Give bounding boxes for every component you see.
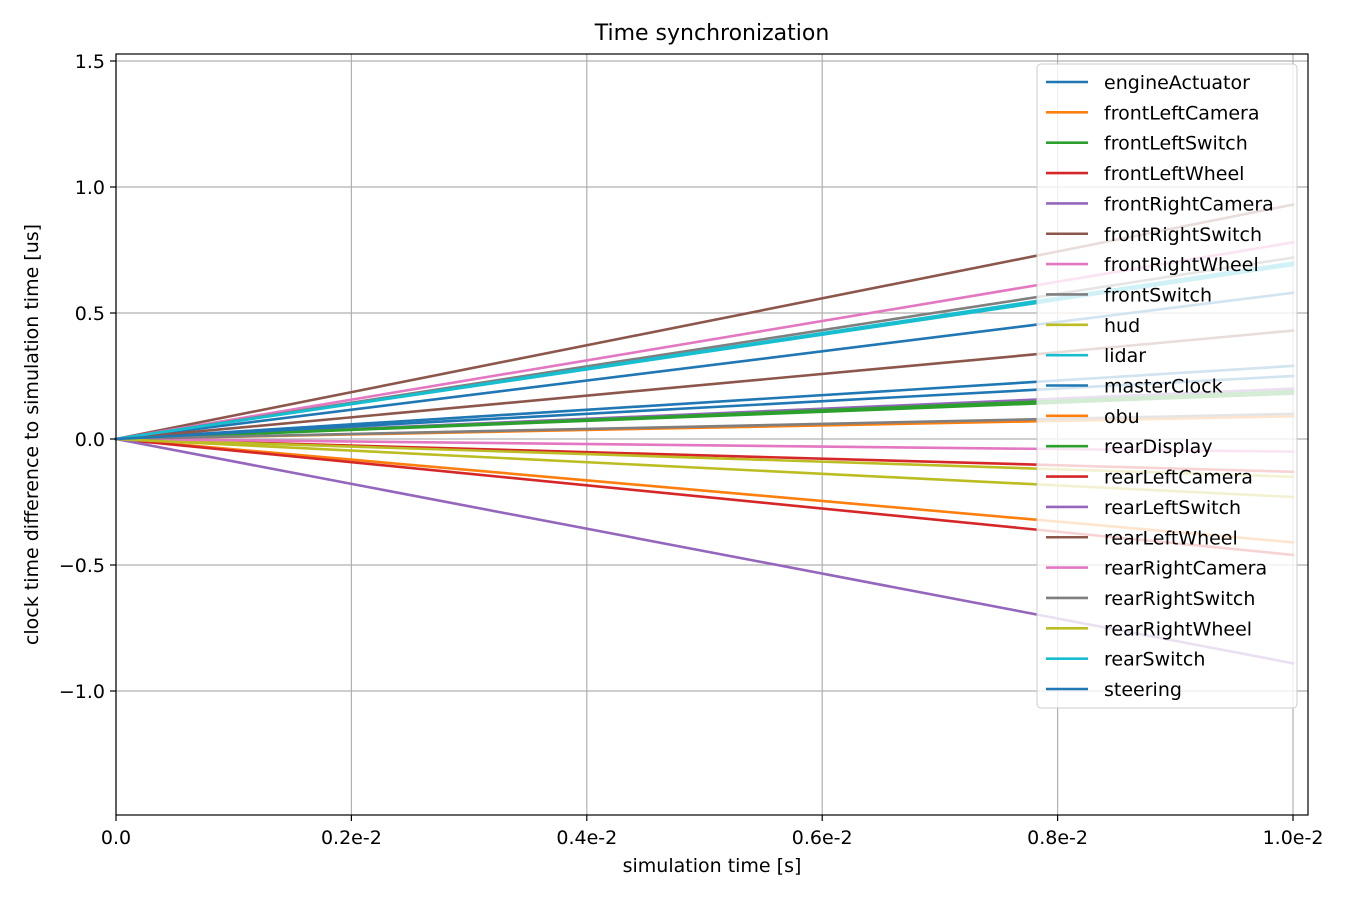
legend-item-frontLeftCamera: frontLeftCamera	[1046, 102, 1260, 124]
legend-label: rearRightCamera	[1104, 558, 1267, 580]
x-tick-label: 1.0e-2	[1263, 827, 1324, 849]
legend-item-hud: hud	[1046, 315, 1140, 337]
legend-item-frontRightWheel: frontRightWheel	[1046, 254, 1259, 276]
y-axis-label: clock time difference to simulation time…	[21, 224, 43, 645]
legend-label: rearRightSwitch	[1104, 588, 1255, 610]
chart-title: Time synchronization	[594, 21, 830, 46]
x-tick-label: 0.0	[101, 827, 131, 849]
x-tick-label: 0.4e-2	[556, 827, 617, 849]
y-axis-ticks: 1.5 1.0 0.5 0.0 −0.5 −1.0	[59, 51, 116, 703]
legend-label: frontRightWheel	[1104, 254, 1259, 276]
legend-label: frontLeftCamera	[1104, 102, 1260, 124]
x-axis-ticks: 0.0 0.2e-2 0.4e-2 0.6e-2 0.8e-2 1.0e-2	[101, 815, 1324, 849]
legend-item-rearLeftWheel: rearLeftWheel	[1046, 527, 1238, 549]
legend-label: rearLeftSwitch	[1104, 497, 1241, 519]
legend-item-frontLeftSwitch: frontLeftSwitch	[1046, 133, 1248, 155]
legend-label: frontSwitch	[1104, 284, 1212, 306]
legend-label: lidar	[1104, 345, 1146, 367]
legend-item-rearSwitch: rearSwitch	[1046, 649, 1205, 671]
legend-item-rearRightSwitch: rearRightSwitch	[1046, 588, 1255, 610]
legend-item-frontRightSwitch: frontRightSwitch	[1046, 224, 1262, 246]
y-tick-label: −0.5	[59, 555, 105, 577]
x-tick-label: 0.8e-2	[1027, 827, 1088, 849]
legend-label: engineActuator	[1104, 72, 1250, 94]
legend-item-engineActuator: engineActuator	[1046, 72, 1250, 94]
legend-item-steering: steering	[1046, 679, 1182, 701]
legend-label: rearLeftCamera	[1104, 467, 1253, 489]
legend-item-masterClock: masterClock	[1046, 376, 1223, 398]
legend: engineActuator frontLeftCamera frontLeftSw…	[1036, 63, 1298, 709]
legend-item-lidar: lidar	[1046, 345, 1146, 367]
legend-item-rearLeftCamera: rearLeftCamera	[1046, 467, 1253, 489]
legend-label: steering	[1104, 679, 1182, 701]
legend-item-rearLeftSwitch: rearLeftSwitch	[1046, 497, 1241, 519]
legend-item-rearRightWheel: rearRightWheel	[1046, 618, 1252, 640]
legend-label: rearSwitch	[1104, 649, 1205, 671]
x-axis-label: simulation time [s]	[623, 855, 802, 877]
legend-label: obu	[1104, 406, 1140, 428]
legend-item-rearDisplay: rearDisplay	[1046, 436, 1213, 458]
legend-label: frontLeftSwitch	[1104, 133, 1248, 155]
legend-item-frontSwitch: frontSwitch	[1046, 284, 1212, 306]
legend-label: frontRightSwitch	[1104, 224, 1262, 246]
legend-box	[1036, 63, 1298, 709]
legend-label: frontLeftWheel	[1104, 163, 1244, 185]
y-tick-label: −1.0	[59, 681, 105, 703]
legend-label: rearDisplay	[1104, 436, 1213, 458]
legend-item-frontRightCamera: frontRightCamera	[1046, 193, 1274, 215]
y-tick-label: 1.5	[75, 51, 105, 73]
y-tick-label: 1.0	[75, 177, 105, 199]
legend-label: masterClock	[1104, 376, 1223, 398]
y-tick-label: 0.0	[75, 429, 105, 451]
x-tick-label: 0.2e-2	[321, 827, 382, 849]
legend-item-rearRightCamera: rearRightCamera	[1046, 558, 1267, 580]
legend-label: rearLeftWheel	[1104, 527, 1238, 549]
legend-item-obu: obu	[1046, 406, 1140, 428]
legend-item-frontLeftWheel: frontLeftWheel	[1046, 163, 1244, 185]
x-tick-label: 0.6e-2	[792, 827, 853, 849]
plot-frame	[115, 53, 1309, 816]
legend-label: hud	[1104, 315, 1140, 337]
y-tick-label: 0.5	[75, 303, 105, 325]
legend-label: frontRightCamera	[1104, 193, 1274, 215]
legend-label: rearRightWheel	[1104, 618, 1252, 640]
